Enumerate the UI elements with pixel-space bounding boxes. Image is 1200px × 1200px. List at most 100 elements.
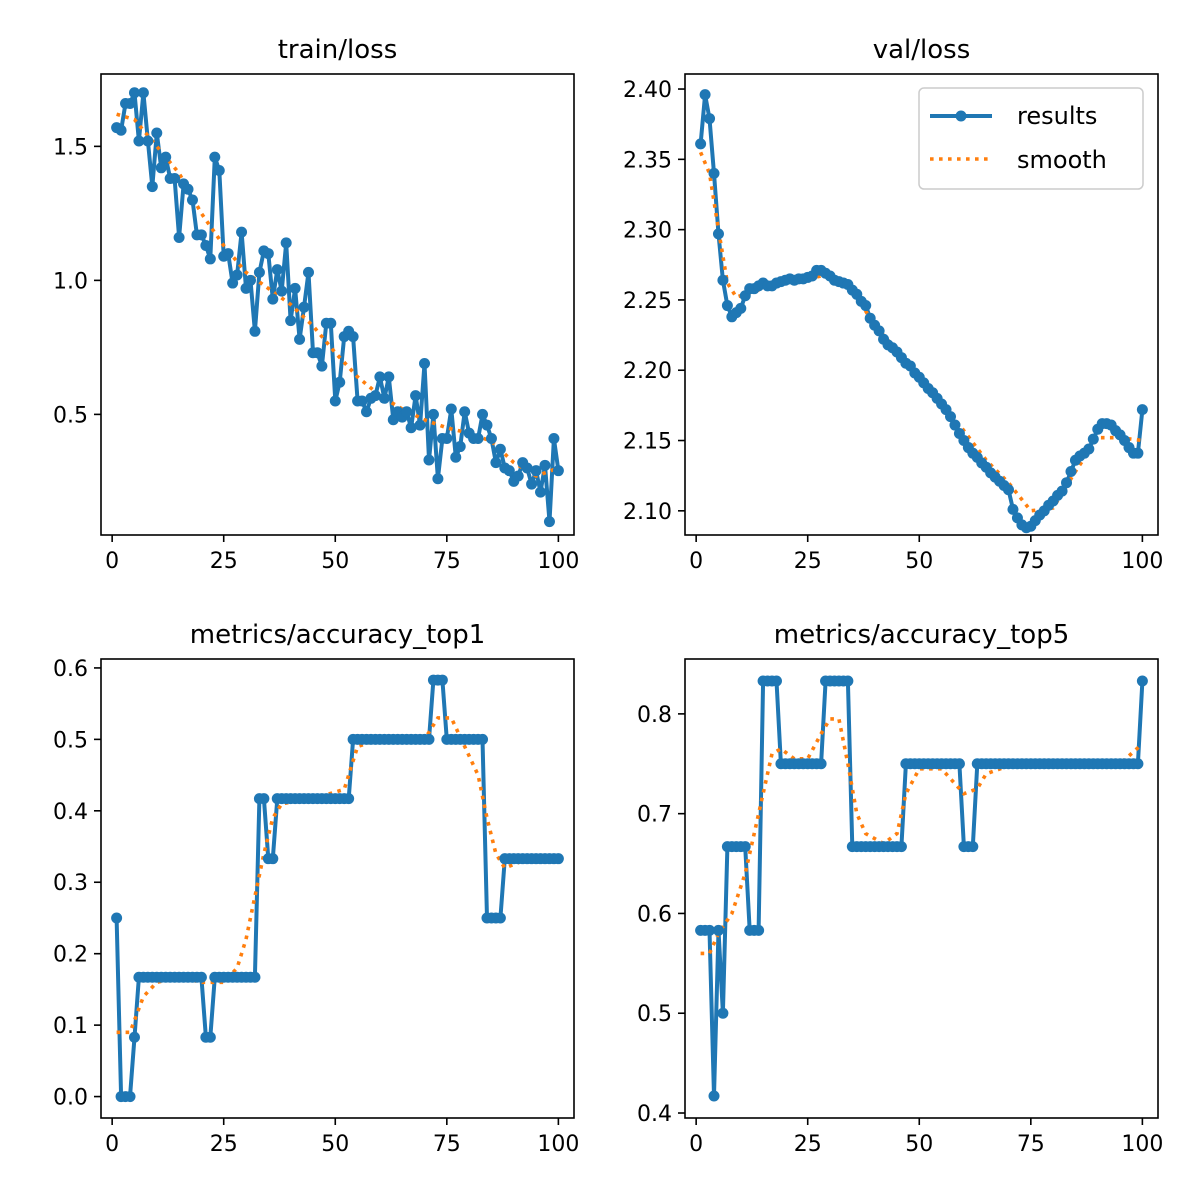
y-tick-label: 0.7 xyxy=(637,803,672,828)
data-point xyxy=(311,347,323,359)
data-point xyxy=(289,282,301,294)
x-tick-label: 0 xyxy=(105,1132,119,1157)
data-point xyxy=(485,433,497,445)
data-point xyxy=(361,406,373,418)
data-point xyxy=(200,240,212,252)
chart-title: metrics/accuracy_top5 xyxy=(774,620,1069,650)
data-point xyxy=(240,282,252,294)
x-tick-label: 75 xyxy=(433,1132,461,1157)
data-point xyxy=(186,194,198,206)
x-tick-label: 100 xyxy=(1121,549,1163,574)
x-tick-label: 50 xyxy=(321,1132,349,1157)
x-tick-label: 75 xyxy=(433,549,461,574)
data-point xyxy=(873,325,885,337)
y-tick-label: 0.8 xyxy=(637,703,672,728)
series-smooth-line xyxy=(700,717,1144,956)
data-point xyxy=(432,473,444,485)
data-point xyxy=(329,395,341,407)
data-point xyxy=(419,357,431,369)
data-point xyxy=(249,325,261,337)
data-point xyxy=(1065,465,1077,477)
data-point xyxy=(552,853,564,865)
data-point xyxy=(481,419,493,431)
y-tick-label: 2.10 xyxy=(623,500,672,525)
data-point xyxy=(115,124,127,136)
chart-title: metrics/accuracy_top1 xyxy=(190,620,485,650)
data-point xyxy=(128,87,140,99)
data-point xyxy=(1061,477,1073,489)
data-point xyxy=(356,395,368,407)
data-point xyxy=(490,457,502,469)
y-tick-label: 0.1 xyxy=(53,1014,88,1039)
y-tick-label: 0.5 xyxy=(637,1002,672,1027)
legend-box xyxy=(918,87,1144,190)
legend-smooth-label: smooth xyxy=(1017,146,1107,174)
data-point xyxy=(378,392,390,404)
y-tick-label: 0.6 xyxy=(53,657,88,682)
data-point xyxy=(334,376,346,388)
data-point xyxy=(387,414,399,426)
axes-frame xyxy=(684,73,1159,536)
data-point xyxy=(423,454,435,466)
data-point xyxy=(708,1090,720,1102)
data-point xyxy=(436,674,448,686)
data-point xyxy=(441,433,453,445)
chart-train-loss: train/loss 0 25 50 75 100 0.5 1.0 1.5 xyxy=(53,35,579,574)
x-tick-label: 100 xyxy=(537,1132,579,1157)
series-results-line xyxy=(115,90,561,524)
data-point xyxy=(717,274,729,286)
data-point xyxy=(128,1031,140,1043)
x-tick-label: 25 xyxy=(210,1132,238,1157)
data-point xyxy=(383,371,395,383)
data-point xyxy=(1136,404,1148,416)
x-tick-label: 0 xyxy=(105,549,119,574)
x-tick-label: 75 xyxy=(1017,1132,1045,1157)
data-point xyxy=(280,237,292,249)
data-point xyxy=(712,228,724,240)
data-point xyxy=(155,162,167,174)
x-tick-label: 0 xyxy=(689,549,703,574)
series-smooth-line xyxy=(116,716,559,1035)
data-point xyxy=(1132,758,1144,770)
y-tick-label: 2.25 xyxy=(623,289,672,314)
data-point xyxy=(316,360,328,372)
x-tick-label: 50 xyxy=(321,549,349,574)
data-point xyxy=(949,419,961,431)
data-point xyxy=(770,675,782,687)
x-tick-label: 75 xyxy=(1017,549,1045,574)
data-point xyxy=(222,248,234,260)
data-point xyxy=(477,408,489,420)
data-point xyxy=(302,266,314,278)
data-point xyxy=(704,113,716,125)
data-point xyxy=(1007,503,1019,515)
chart-val-loss: val/loss 0 25 50 75 100 2.10 2.15 2.20 2.25 2.30 2.… xyxy=(623,35,1163,574)
data-point xyxy=(539,459,551,471)
data-point xyxy=(1083,443,1095,455)
data-point xyxy=(454,441,466,453)
data-point xyxy=(111,912,123,924)
data-point xyxy=(895,841,907,853)
y-tick-label: 1.0 xyxy=(53,269,88,294)
data-point xyxy=(209,151,221,163)
x-tick-label: 100 xyxy=(1121,1132,1163,1157)
x-tick-label: 0 xyxy=(689,1132,703,1157)
data-point xyxy=(548,433,560,445)
y-tick-label: 0.6 xyxy=(637,902,672,927)
data-point xyxy=(271,264,283,276)
data-point xyxy=(405,422,417,434)
y-tick-label: 2.35 xyxy=(623,148,672,173)
data-point xyxy=(459,406,471,418)
x-tick-label: 100 xyxy=(537,549,579,574)
data-point xyxy=(195,971,207,983)
x-tick-label: 25 xyxy=(794,549,822,574)
data-point xyxy=(231,269,243,281)
data-point xyxy=(267,853,279,865)
data-point xyxy=(151,127,163,139)
data-point xyxy=(739,841,751,853)
data-point xyxy=(173,231,185,243)
axes-frame xyxy=(100,73,575,536)
chart-metrics-accuracy-top1: metrics/accuracy_top1 0 25 50 75 100 0.0 0.1 0.2… xyxy=(53,620,579,1157)
data-point xyxy=(169,173,181,185)
data-point xyxy=(735,302,747,314)
